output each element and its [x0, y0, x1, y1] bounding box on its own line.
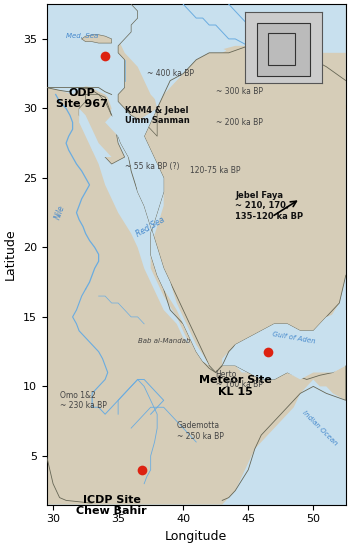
Text: Med. Sea: Med. Sea	[66, 33, 98, 39]
Text: Gademotta
~ 250 ka BP: Gademotta ~ 250 ka BP	[177, 421, 224, 440]
Text: Herto
~ 160 ka BP: Herto ~ 160 ka BP	[216, 370, 262, 389]
Text: Red Sea: Red Sea	[135, 215, 167, 238]
Polygon shape	[131, 4, 346, 373]
Bar	[268, 33, 295, 65]
Text: Nile: Nile	[53, 204, 66, 221]
Polygon shape	[47, 4, 346, 101]
Text: Bab al-Mandab: Bab al-Mandab	[138, 337, 190, 344]
Text: ~ 200 ka BP: ~ 200 ka BP	[216, 118, 262, 127]
Text: ~ 55 ka BP (?): ~ 55 ka BP (?)	[125, 162, 179, 171]
Text: ~ 300 ka BP: ~ 300 ka BP	[216, 87, 263, 96]
Polygon shape	[82, 35, 112, 43]
Polygon shape	[222, 310, 346, 380]
Polygon shape	[79, 95, 125, 164]
X-axis label: Longitude: Longitude	[165, 530, 228, 543]
Text: Gulf of Aden: Gulf of Aden	[272, 331, 316, 345]
Polygon shape	[112, 108, 209, 365]
Polygon shape	[79, 108, 112, 157]
Text: Omo 1&2
~ 230 ka BP: Omo 1&2 ~ 230 ka BP	[60, 391, 106, 410]
Y-axis label: Latitude: Latitude	[4, 229, 17, 280]
Polygon shape	[118, 4, 157, 136]
Text: Meteor Site
KL 15: Meteor Site KL 15	[199, 375, 272, 397]
Text: Indian Ocean: Indian Ocean	[301, 410, 338, 447]
Polygon shape	[47, 86, 346, 504]
Text: 120-75 ka BP: 120-75 ka BP	[190, 166, 240, 176]
Text: ~ 400 ka BP: ~ 400 ka BP	[147, 69, 194, 78]
Text: KAM4 & Jebel
Umm Sanman: KAM4 & Jebel Umm Sanman	[125, 106, 189, 125]
Bar	[257, 23, 310, 76]
Text: Jebel Faya
~ 210, 170,
135-120 ka BP: Jebel Faya ~ 210, 170, 135-120 ka BP	[235, 191, 303, 220]
Text: ODP
Site 967: ODP Site 967	[56, 88, 108, 109]
Text: ICDP Site
Chew Bahir: ICDP Site Chew Bahir	[76, 495, 147, 516]
Polygon shape	[105, 115, 138, 143]
